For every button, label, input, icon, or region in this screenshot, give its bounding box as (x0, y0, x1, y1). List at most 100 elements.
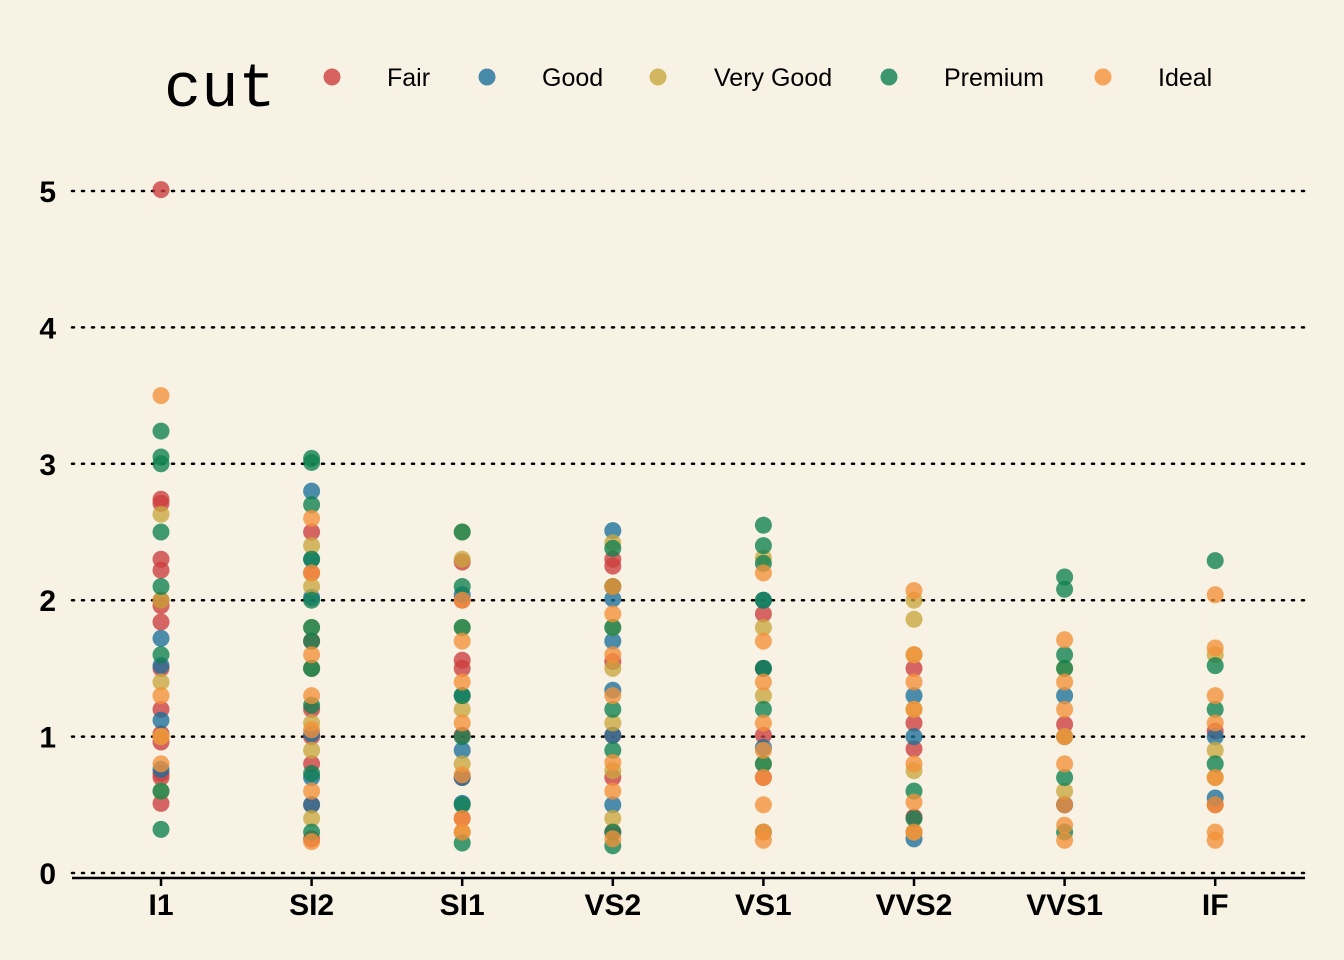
point-good-20 (604, 726, 622, 744)
y-tick-label-0: 0 (39, 858, 56, 891)
point-very-good-38 (1056, 782, 1074, 800)
point-ideal-30 (754, 769, 772, 787)
point-ideal-4 (303, 509, 321, 527)
point-premium-36 (754, 591, 772, 609)
point-ideal-11 (453, 591, 471, 609)
point-very-good-31 (905, 610, 923, 628)
point-good-26 (905, 687, 923, 705)
point-ideal-49 (1206, 586, 1224, 604)
point-fair-43 (905, 740, 923, 758)
point-very-good-21 (604, 659, 622, 677)
point-good-16 (604, 522, 622, 540)
point-ideal-16 (453, 809, 471, 827)
x-tick-label-SI2: SI2 (289, 889, 334, 922)
point-ideal-17 (453, 823, 471, 841)
point-premium-3 (152, 523, 170, 541)
point-ideal-25 (754, 564, 772, 582)
point-ideal-33 (754, 831, 772, 849)
point-ideal-31 (754, 796, 772, 814)
point-very-good-27 (754, 687, 772, 705)
point-ideal-45 (1056, 755, 1074, 773)
point-ideal-19 (604, 605, 622, 623)
point-ideal-43 (1056, 700, 1074, 718)
point-ideal-18 (604, 578, 622, 596)
legend-marker-fair (323, 68, 341, 86)
point-good-13 (453, 741, 471, 759)
point-good-0 (152, 629, 170, 647)
point-ideal-1 (152, 687, 170, 705)
y-tick-label-1: 1 (39, 722, 56, 755)
point-fair-27 (453, 659, 471, 677)
point-very-good-26 (754, 618, 772, 636)
legend-label-good: Good (542, 64, 603, 92)
point-good-29 (1056, 687, 1074, 705)
point-very-good-22 (604, 714, 622, 732)
point-premium-17 (303, 764, 321, 782)
point-fair-14 (152, 794, 170, 812)
point-ideal-47 (1056, 816, 1074, 834)
point-ideal-41 (1056, 631, 1074, 649)
point-ideal-29 (754, 741, 772, 759)
point-premium-6 (152, 782, 170, 800)
x-tick-label-VS1: VS1 (735, 889, 792, 922)
point-ideal-51 (1206, 687, 1224, 705)
point-ideal-24 (604, 830, 622, 848)
point-premium-49 (1206, 657, 1224, 675)
point-very-good-24 (604, 809, 622, 827)
point-ideal-14 (453, 714, 471, 732)
point-ideal-6 (303, 646, 321, 664)
y-tick-label-5: 5 (39, 176, 56, 209)
point-premium-11 (303, 550, 321, 568)
point-ideal-9 (303, 782, 321, 800)
point-ideal-50 (1206, 639, 1224, 657)
point-very-good-11 (303, 809, 321, 827)
point-very-good-0 (152, 505, 170, 523)
point-premium-33 (754, 516, 772, 534)
point-premium-46 (1056, 769, 1074, 787)
point-good-21 (604, 796, 622, 814)
point-very-good-2 (152, 673, 170, 691)
y-tick-label-3: 3 (39, 449, 56, 482)
y-axis: 0 1 2 3 4 5 (39, 176, 56, 891)
point-fair-42 (905, 714, 923, 732)
point-ideal-46 (1056, 796, 1074, 814)
point-premium-14 (303, 632, 321, 650)
point-premium-23 (453, 728, 471, 746)
point-ideal-35 (905, 646, 923, 664)
point-very-good-40 (1206, 741, 1224, 759)
point-premium-43 (1056, 580, 1074, 598)
point-ideal-22 (604, 754, 622, 772)
point-ideal-12 (453, 632, 471, 650)
point-fair-7 (152, 613, 170, 631)
point-premium-45 (1056, 659, 1074, 677)
point-ideal-39 (905, 793, 923, 811)
legend-label-very-good: Very Good (714, 64, 832, 92)
point-ideal-0 (152, 387, 170, 405)
legend-label-premium: Premium (944, 64, 1044, 92)
point-premium-0 (152, 422, 170, 440)
point-good-32 (1206, 728, 1224, 746)
point-fair-37 (754, 605, 772, 623)
point-very-good-15 (453, 700, 471, 718)
legend-marker-very-good (649, 68, 667, 86)
point-ideal-5 (303, 564, 321, 582)
point-good-17 (604, 590, 622, 608)
point-premium-51 (1206, 755, 1224, 773)
point-premium-15 (303, 659, 321, 677)
point-ideal-42 (1056, 673, 1074, 691)
point-premium-21 (453, 618, 471, 636)
point-fair-41 (905, 659, 923, 677)
point-premium-4 (152, 578, 170, 596)
point-good-10 (303, 796, 321, 814)
point-ideal-44 (1056, 728, 1074, 746)
point-good-4 (303, 482, 321, 500)
point-premium-26 (604, 539, 622, 557)
point-fair-0 (152, 181, 170, 199)
x-tick-label-VVS2: VVS2 (876, 889, 953, 922)
point-ideal-54 (1206, 796, 1224, 814)
point-premium-19 (453, 523, 471, 541)
point-ideal-28 (754, 714, 772, 732)
point-very-good-1 (152, 591, 170, 609)
point-ideal-23 (604, 782, 622, 800)
